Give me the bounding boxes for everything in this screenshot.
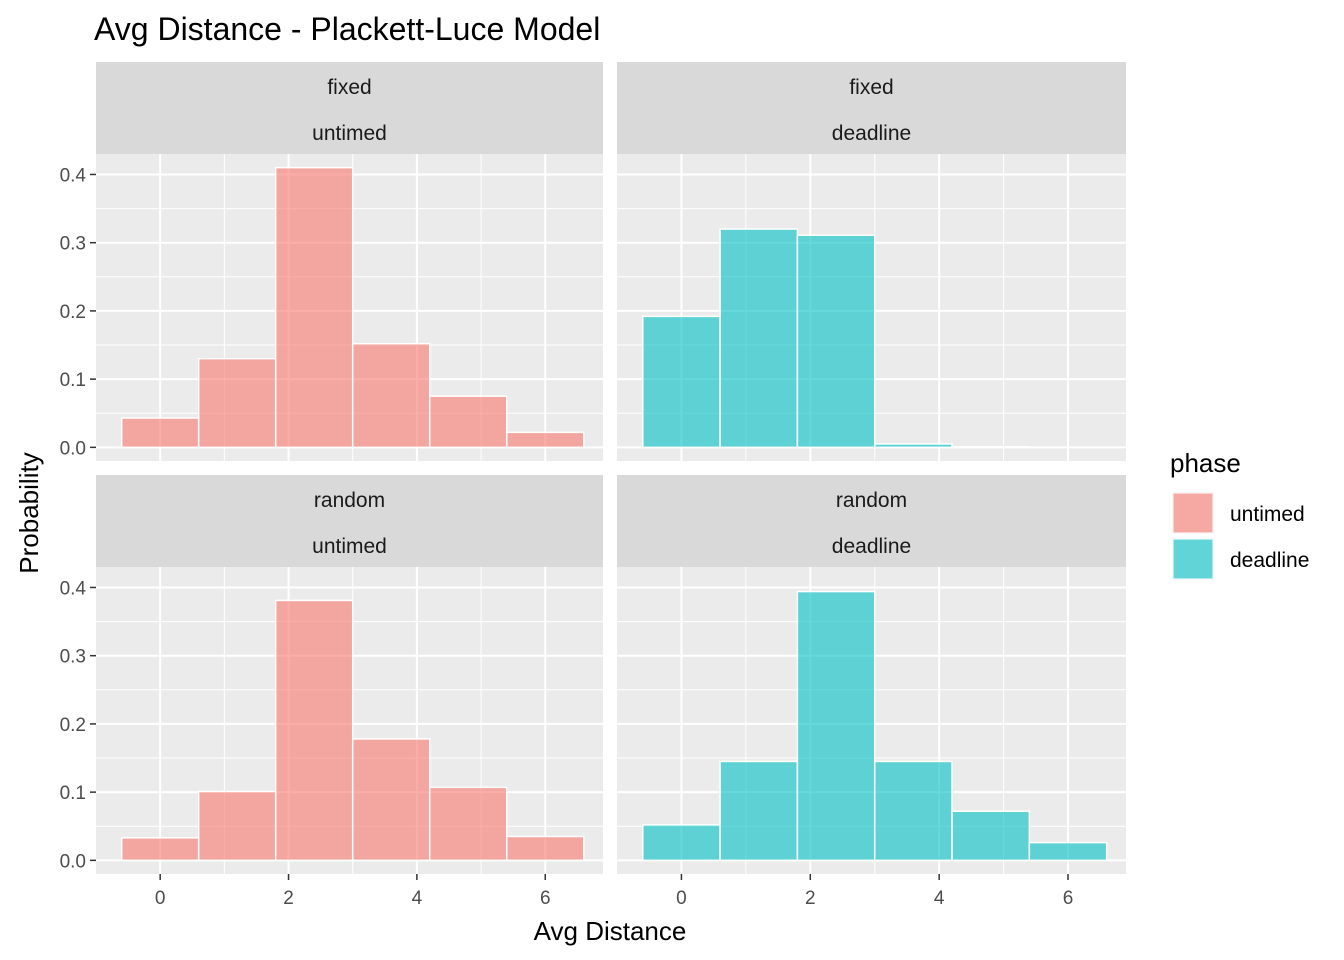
legend: phase untimed deadline — [1170, 448, 1309, 580]
facet-strip-label-top: fixed — [327, 76, 371, 99]
histogram-bar — [719, 760, 799, 862]
facet-strip — [96, 62, 603, 154]
histogram-bar — [719, 228, 799, 449]
y-tick-label: 0.1 — [60, 783, 86, 804]
y-tick-label: 0.0 — [60, 438, 86, 459]
histogram-bar — [120, 837, 200, 862]
histogram-bar — [351, 342, 431, 449]
facet-strip-label-top: random — [314, 489, 385, 512]
facet-panel-random-untimed: random untimed 0.0 0.1 0.2 0.3 0.4 0 2 4 6 — [60, 475, 603, 909]
histogram-bar — [274, 166, 354, 449]
facet-strip-label-bottom: untimed — [312, 122, 387, 145]
histogram-bar — [505, 431, 585, 449]
y-tick-label: 0.4 — [60, 578, 87, 599]
facet-strip — [617, 62, 1126, 154]
x-tick-label: 4 — [412, 888, 423, 909]
facet-panel-fixed-untimed: fixed untimed 0.0 0.1 0.2 0.3 0.4 — [60, 62, 603, 461]
histogram-bar — [274, 599, 354, 862]
histogram-bar — [951, 810, 1031, 862]
histogram-bar — [197, 790, 277, 862]
facet-panel-random-deadline: random deadline 0 2 4 6 — [617, 475, 1126, 909]
y-tick-label: 0.4 — [60, 165, 87, 186]
x-axis-title: Avg Distance — [534, 916, 687, 946]
x-tick-label: 4 — [934, 888, 945, 909]
histogram-bar — [951, 445, 1031, 449]
y-tick-label: 0.2 — [60, 302, 86, 323]
legend-label-untimed: untimed — [1230, 503, 1305, 526]
histogram-bar — [1028, 841, 1108, 862]
facet-strip — [96, 475, 603, 567]
x-tick-label: 6 — [1063, 888, 1074, 909]
facet-strip — [617, 475, 1126, 567]
y-tick-label: 0.3 — [60, 647, 86, 668]
y-tick-label: 0.0 — [60, 851, 86, 872]
facet-panel-fixed-deadline: fixed deadline — [617, 62, 1126, 461]
histogram-bar — [428, 395, 508, 449]
histogram-bar — [351, 738, 431, 862]
facet-strip-label-top: random — [836, 489, 907, 512]
facet-strip-label-bottom: deadline — [832, 122, 911, 145]
y-tick-label: 0.3 — [60, 234, 86, 255]
histogram-bar — [120, 417, 200, 449]
legend-label-deadline: deadline — [1230, 549, 1309, 572]
x-tick-label: 6 — [540, 888, 551, 909]
y-axis-title: Probability — [14, 452, 44, 573]
legend-key-deadline — [1172, 538, 1214, 580]
legend-key-untimed — [1172, 492, 1214, 534]
y-tick-label: 0.1 — [60, 370, 86, 391]
histogram-bar — [505, 835, 585, 862]
histogram-bar — [796, 590, 876, 862]
histogram-bar — [642, 315, 721, 449]
x-tick-label: 2 — [805, 888, 816, 909]
x-tick-label: 0 — [155, 888, 166, 909]
histogram-bar — [428, 786, 508, 862]
histogram-bar — [642, 824, 721, 862]
facet-panels: fixed untimed 0.0 0.1 0.2 0.3 0.4 fixed deadline… — [60, 62, 1126, 909]
histogram-bar — [873, 760, 953, 862]
facet-strip-label-top: fixed — [849, 76, 893, 99]
x-tick-label: 2 — [283, 888, 294, 909]
histogram-bar — [197, 357, 277, 449]
facet-strip-label-bottom: deadline — [832, 535, 911, 558]
histogram-bar — [796, 234, 876, 449]
legend-title: phase — [1170, 448, 1241, 478]
chart-title: Avg Distance - Plackett-Luce Model — [94, 11, 600, 47]
x-tick-label: 0 — [676, 888, 687, 909]
y-tick-label: 0.2 — [60, 715, 86, 736]
histogram-bar — [873, 443, 953, 449]
facet-strip-label-bottom: untimed — [312, 535, 387, 558]
